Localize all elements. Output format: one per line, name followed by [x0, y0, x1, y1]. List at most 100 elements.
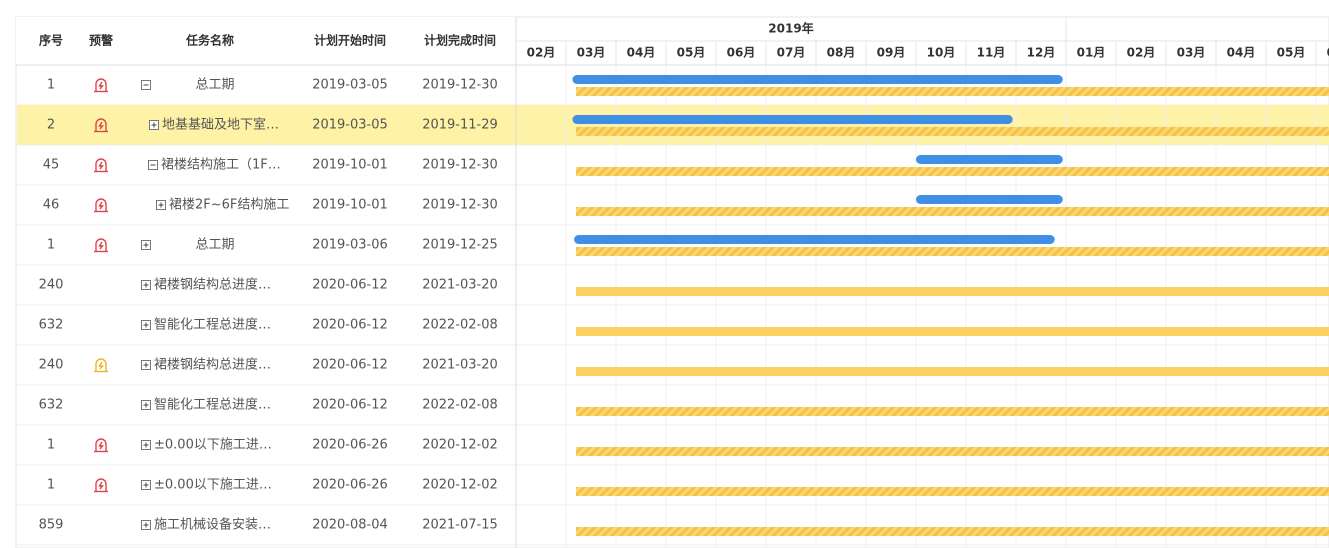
task-name: ±0.00以下施工进…	[154, 438, 272, 453]
start-date: 2020-06-12	[312, 278, 388, 293]
start-date: 2020-06-26	[312, 478, 388, 493]
actual-bar	[576, 527, 1329, 536]
task-name: 总工期	[195, 78, 234, 93]
row-id: 240	[39, 278, 64, 293]
task-name: 智能化工程总进度…	[154, 317, 271, 333]
start-date: 2020-06-26	[312, 438, 388, 453]
actual-bar	[576, 247, 1329, 256]
plan-bar	[574, 235, 1055, 244]
end-date: 2019-12-30	[422, 158, 498, 173]
month-label: 03月	[1177, 46, 1206, 60]
warning-icon	[94, 238, 108, 253]
column-header: 预警	[89, 33, 113, 48]
year-label: 2019年	[768, 21, 813, 36]
actual-bar	[576, 127, 1329, 136]
column-header: 计划完成时间	[424, 33, 496, 48]
row-id: 632	[39, 318, 64, 333]
expand-toggle[interactable]	[148, 160, 158, 170]
start-date: 2019-10-01	[312, 198, 388, 213]
start-date: 2019-03-06	[312, 238, 388, 253]
row-id: 1	[47, 478, 55, 493]
expand-toggle[interactable]	[149, 120, 159, 130]
end-date: 2019-12-30	[422, 198, 498, 213]
expand-toggle[interactable]	[141, 480, 151, 490]
expand-toggle[interactable]	[141, 440, 151, 450]
month-label: 12月	[1027, 46, 1056, 60]
task-name: 智能化工程总进度…	[154, 397, 271, 413]
warning-icon	[94, 118, 108, 133]
expand-toggle[interactable]	[141, 360, 151, 370]
end-date: 2021-03-20	[422, 278, 498, 293]
actual-bar	[576, 287, 1329, 296]
warning-bolt	[98, 81, 104, 90]
actual-bar	[576, 207, 1329, 216]
warning-icon	[94, 198, 108, 213]
row-id: 859	[39, 518, 64, 533]
start-date: 2020-06-12	[312, 318, 388, 333]
row-id: 46	[43, 198, 60, 213]
warning-shape	[95, 198, 107, 211]
month-label: 10月	[927, 46, 956, 60]
expand-toggle[interactable]	[141, 520, 151, 530]
month-label: 06月	[727, 46, 756, 60]
actual-bar	[576, 367, 1329, 376]
warning-bolt	[98, 361, 104, 370]
start-date: 2019-03-05	[312, 118, 388, 133]
end-date: 2019-12-25	[422, 238, 498, 253]
start-date: 2020-06-12	[312, 398, 388, 413]
column-header: 任务名称	[185, 33, 234, 48]
plan-bar	[572, 115, 1013, 124]
month-label: 11月	[977, 46, 1006, 60]
task-name: 裙楼结构施工（1F…	[161, 158, 281, 173]
month-label: 02月	[527, 46, 556, 60]
warning-icon	[94, 78, 108, 93]
expand-toggle[interactable]	[141, 240, 151, 250]
row-highlight	[17, 105, 1329, 145]
start-date: 2019-03-05	[312, 78, 388, 93]
expand-toggle[interactable]	[141, 400, 151, 410]
month-label: 05月	[1277, 46, 1306, 60]
expand-toggle[interactable]	[156, 200, 166, 210]
month-label: 08月	[827, 46, 856, 60]
warning-bolt	[98, 121, 104, 130]
warning-icon	[94, 158, 108, 173]
actual-bar	[576, 487, 1329, 496]
task-name: 裙楼2F~6F结构施工	[169, 198, 289, 213]
header-bg	[16, 17, 515, 65]
end-date: 2020-12-02	[422, 478, 498, 493]
task-name: ±0.00以下施工进…	[154, 478, 272, 493]
actual-bar	[576, 167, 1329, 176]
expand-toggle[interactable]	[141, 320, 151, 330]
month-label: 06月	[1327, 46, 1329, 60]
row-id: 1	[47, 438, 55, 453]
start-date: 2019-10-01	[312, 158, 388, 173]
actual-bar	[576, 327, 1329, 336]
expand-toggle[interactable]	[141, 80, 151, 90]
end-date: 2021-07-15	[422, 518, 498, 533]
row-id: 632	[39, 398, 64, 413]
month-label: 01月	[1077, 46, 1106, 60]
plan-bar	[572, 75, 1063, 84]
warning-shape	[95, 238, 107, 251]
warning-shape	[95, 358, 107, 371]
month-label: 04月	[1227, 46, 1256, 60]
month-label: 05月	[677, 46, 706, 60]
warning-bolt	[98, 201, 104, 210]
start-date: 2020-06-12	[312, 358, 388, 373]
end-date: 2022-02-08	[422, 398, 498, 413]
end-date: 2019-11-29	[422, 118, 498, 133]
warning-icon	[94, 358, 108, 373]
month-label: 04月	[627, 46, 656, 60]
actual-bar	[576, 87, 1329, 96]
expand-toggle[interactable]	[141, 280, 151, 290]
warning-icon	[94, 478, 108, 493]
plan-bar	[916, 155, 1063, 164]
actual-bar	[576, 447, 1329, 456]
warning-bolt	[98, 441, 104, 450]
warning-shape	[95, 438, 107, 451]
task-name: 施工机械设备安装…	[154, 517, 271, 533]
row-id: 240	[39, 358, 64, 373]
warning-shape	[95, 158, 107, 171]
warning-shape	[95, 78, 107, 91]
